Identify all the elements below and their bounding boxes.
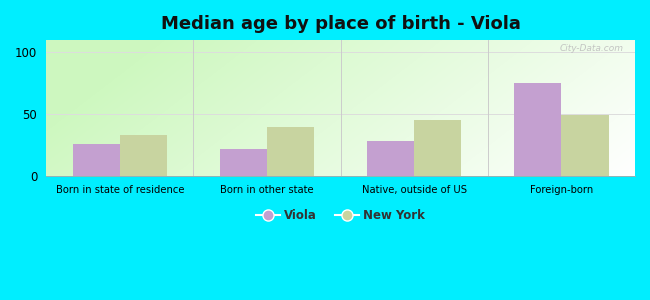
Title: Median age by place of birth - Viola: Median age by place of birth - Viola: [161, 15, 521, 33]
Bar: [514, 83, 562, 176]
Bar: [267, 127, 314, 176]
Bar: [367, 141, 414, 176]
Bar: [220, 149, 267, 176]
Bar: [73, 144, 120, 176]
Bar: [562, 116, 608, 176]
Bar: [120, 135, 167, 176]
Bar: [414, 120, 462, 176]
Text: City-Data.com: City-Data.com: [559, 44, 623, 53]
Legend: Viola, New York: Viola, New York: [252, 205, 430, 227]
